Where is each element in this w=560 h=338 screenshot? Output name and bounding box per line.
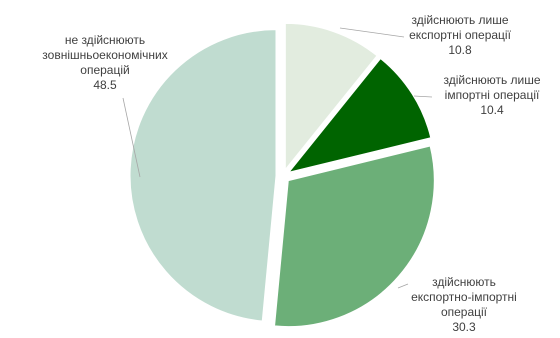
pie-slices (129, 22, 435, 328)
slice-label-2: здійснюють експортно-імпортні операції 30.3 (411, 275, 517, 334)
slice-label-line: не здійснюють (65, 33, 145, 47)
pie-slice-0 (284, 22, 378, 171)
slice-label-0: здійснюють лише експортні операції 10.8 (409, 13, 511, 57)
slice-label-line: операції (441, 305, 488, 319)
leader-lines (122, 27, 433, 289)
slice-value: 10.8 (448, 43, 472, 57)
slice-label-line: здійснюють (432, 275, 496, 289)
pie-slice-2 (274, 145, 435, 328)
slice-label-line: експортні операції (409, 28, 511, 42)
slice-label-line: експортно-імпортні (411, 290, 517, 304)
slice-label-1: здійснюють лише імпортні операції 10.4 (443, 73, 540, 117)
slice-label-line: імпортні операції (445, 88, 540, 102)
slice-label-line: здійснюють лише (443, 73, 540, 87)
slice-label-line: операцій (80, 63, 129, 77)
leader-line-1 (413, 95, 433, 98)
leader-line-0 (339, 27, 405, 38)
leader-line-2 (397, 283, 409, 289)
slice-label-line: здійснюють лише (411, 13, 508, 27)
slice-labels: здійснюють лише експортні операції 10.8зді… (42, 13, 541, 334)
slice-value: 10.4 (480, 103, 504, 117)
leader-line-3 (122, 97, 141, 178)
slice-value: 48.5 (93, 78, 117, 92)
pie-slice-3 (129, 29, 277, 322)
slice-label-line: зовнішньоекономічних (42, 48, 167, 62)
slice-value: 30.3 (452, 320, 476, 334)
slice-label-3: не здійснюють зовнішньоекономічних операці… (42, 33, 167, 92)
pie-slice-1 (287, 57, 432, 174)
